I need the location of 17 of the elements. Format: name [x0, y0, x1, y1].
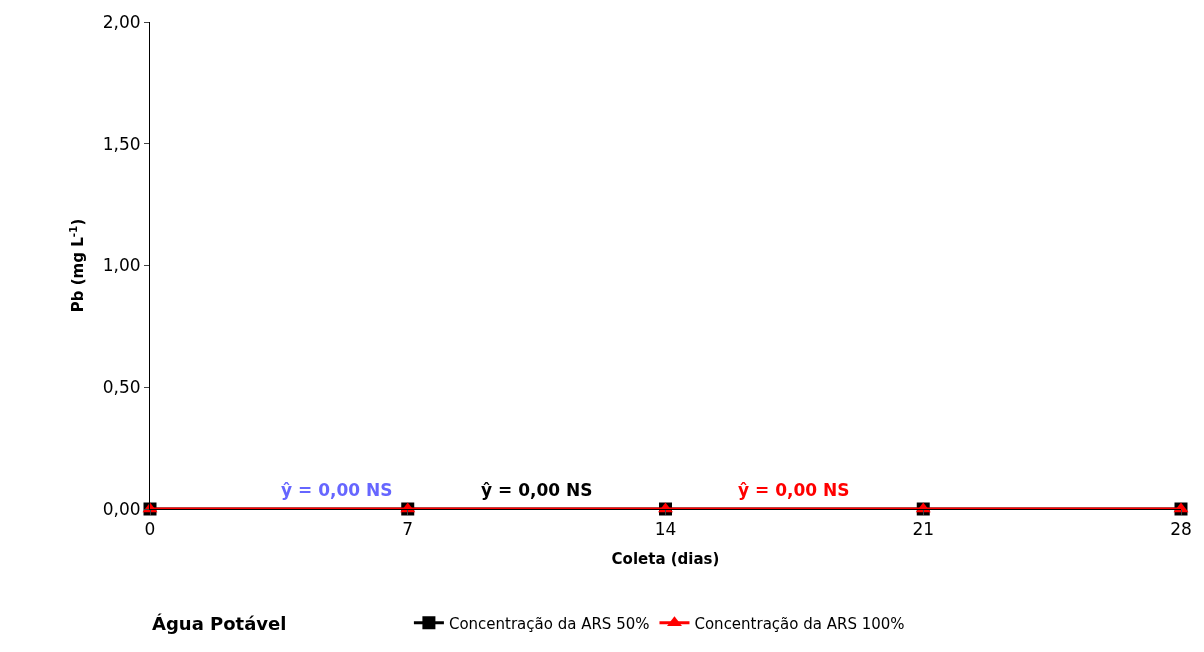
y-tick-label: 2,00: [102, 11, 141, 32]
annotation: ŷ = 0,00 NS: [738, 480, 850, 500]
x-tick-label: 14: [654, 519, 677, 540]
y-tick-label: 1,00: [102, 255, 141, 276]
x-tick-label: 7: [402, 519, 414, 540]
legend-label: Concentração da ARS 50%: [448, 614, 650, 633]
legend-label: Concentração da ARS 100%: [694, 614, 905, 633]
x-tick-label: 0: [144, 519, 156, 540]
annotation: ŷ = 0,00 NS: [481, 480, 593, 500]
x-axis-title: Coleta (dias): [611, 550, 720, 569]
x-tick-label: 28: [1170, 519, 1192, 540]
y-tick-label: 0,50: [102, 377, 141, 398]
y-tick-label: 0,00: [102, 498, 141, 519]
legend-title: Água Potável: [152, 612, 287, 634]
x-tick-label: 21: [912, 519, 935, 540]
annotation: ŷ = 0,00 NS: [281, 480, 393, 500]
y-tick-label: 1,50: [102, 133, 141, 154]
